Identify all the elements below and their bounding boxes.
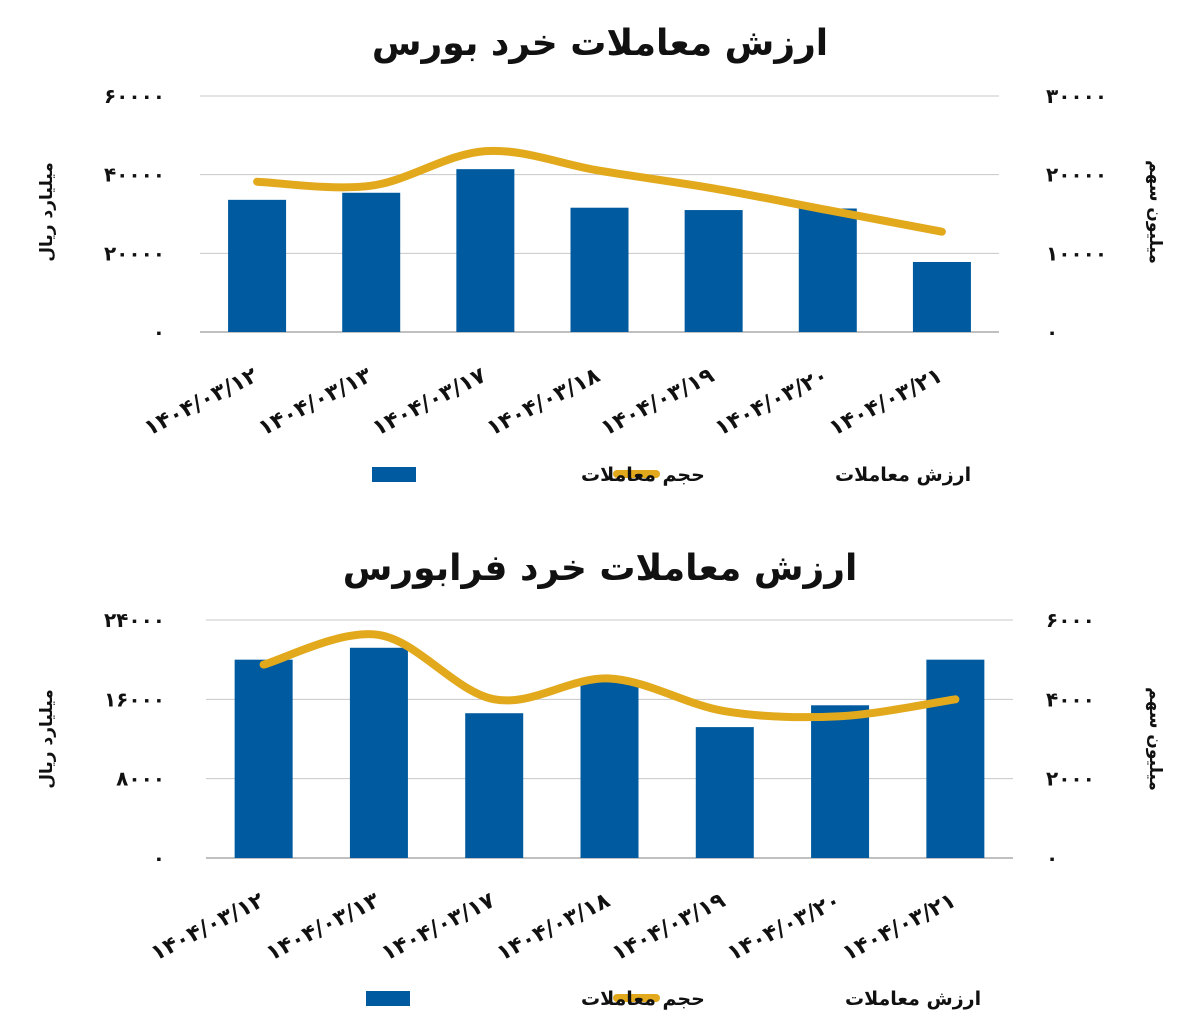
y-tick-label-right: ۳۰۰۰۰ bbox=[1046, 84, 1107, 108]
bar-volume bbox=[580, 681, 639, 858]
bar-volume bbox=[926, 659, 985, 858]
x-tick-label: ۱۴۰۴/۰۳/۱۹ bbox=[608, 888, 729, 966]
y-tick-label-left: ۲۰۰۰۰ bbox=[104, 241, 165, 265]
legend-label-value: ارزش معاملات bbox=[845, 988, 981, 1010]
legend-swatch-bar bbox=[366, 991, 410, 1006]
x-tick-label: ۱۴۰۴/۰۳/۲۰ bbox=[711, 363, 832, 441]
y-tick-label-right: ۰ bbox=[1046, 320, 1058, 344]
x-tick-label: ۱۴۰۴/۰۳/۱۷ bbox=[369, 363, 491, 442]
bar-volume bbox=[811, 705, 870, 858]
line-value-series bbox=[259, 630, 960, 722]
y-tick-label-left: ۶۰۰۰۰ bbox=[104, 84, 165, 108]
bar-volume bbox=[349, 647, 408, 858]
line-value-series bbox=[253, 146, 946, 236]
x-tick-label: ۱۴۰۴/۰۳/۱۸ bbox=[493, 888, 615, 967]
bar-volume bbox=[342, 192, 401, 332]
y-tick-label-left: ۲۴۰۰۰ bbox=[104, 608, 165, 632]
bar-volume bbox=[912, 261, 971, 332]
x-tick-label: ۱۴۰۴/۰۳/۱۲ bbox=[140, 363, 262, 442]
legend-swatch-bar bbox=[372, 467, 416, 482]
x-tick-label: ۱۴۰۴/۰۳/۱۲ bbox=[147, 888, 269, 967]
y-tick-label-left: ۸۰۰۰ bbox=[116, 767, 165, 791]
x-tick-label: ۱۴۰۴/۰۳/۱۳ bbox=[255, 363, 377, 442]
x-tick-label: ۱۴۰۴/۰۳/۱۹ bbox=[597, 363, 718, 441]
legend: ارزش معاملات حجم معاملات bbox=[372, 464, 971, 486]
y-tick-label-left: ۰ bbox=[153, 320, 165, 344]
x-tick-label: ۱۴۰۴/۰۳/۱۷ bbox=[378, 888, 500, 967]
legend-label-volume: حجم معاملات bbox=[581, 988, 705, 1010]
y-tick-label-right: ۱۰۰۰۰ bbox=[1046, 241, 1107, 265]
bar-volume bbox=[456, 169, 515, 332]
legend-label-volume: حجم معاملات bbox=[581, 464, 705, 486]
chart-bourse: ارزش معاملات خرد بورس میلیارد ریال میلیو… bbox=[37, 23, 1165, 486]
y-axis-left-title: میلیارد ریال bbox=[37, 162, 57, 261]
chart-title: ارزش معاملات خرد فرابورس bbox=[343, 548, 858, 589]
bar-volume bbox=[695, 727, 754, 858]
y-tick-label-left: ۱۶۰۰۰ bbox=[104, 687, 165, 711]
chart-farabourse: ارزش معاملات خرد فرابورس میلیارد ریال می… bbox=[37, 548, 1165, 1010]
y-tick-label-left: ۰ bbox=[153, 846, 165, 870]
legend-label-value: ارزش معاملات bbox=[835, 464, 971, 486]
y-axis-right-title: میلیون سهم bbox=[1145, 160, 1165, 264]
y-tick-label-right: ۰ bbox=[1046, 846, 1058, 870]
x-tick-label: ۱۴۰۴/۰۳/۲۱ bbox=[825, 363, 946, 441]
y-tick-label-right: ۴۰۰۰ bbox=[1046, 687, 1095, 711]
x-tick-label: ۱۴۰۴/۰۳/۱۳ bbox=[262, 888, 384, 967]
bar-volume bbox=[684, 210, 743, 332]
x-tick-label: ۱۴۰۴/۰۳/۲۱ bbox=[839, 888, 960, 966]
bar-volume bbox=[234, 659, 293, 858]
bar-volume bbox=[228, 199, 287, 332]
x-tick-label: ۱۴۰۴/۰۳/۲۰ bbox=[723, 888, 844, 966]
bar-volume bbox=[798, 208, 857, 332]
y-tick-label-right: ۲۰۰۰ bbox=[1046, 767, 1095, 791]
y-tick-label-right: ۶۰۰۰ bbox=[1046, 608, 1095, 632]
bar-volume bbox=[570, 207, 629, 332]
chart-title: ارزش معاملات خرد بورس bbox=[372, 23, 828, 64]
y-tick-label-left: ۴۰۰۰۰ bbox=[104, 163, 165, 187]
legend: ارزش معاملات حجم معاملات bbox=[366, 988, 981, 1010]
y-tick-label-right: ۲۰۰۰۰ bbox=[1046, 163, 1107, 187]
bar-volume bbox=[465, 713, 524, 858]
y-axis-left-title: میلیارد ریال bbox=[37, 689, 57, 788]
x-tick-label: ۱۴۰۴/۰۳/۱۸ bbox=[483, 363, 605, 442]
y-axis-right-title: میلیون سهم bbox=[1145, 687, 1165, 791]
